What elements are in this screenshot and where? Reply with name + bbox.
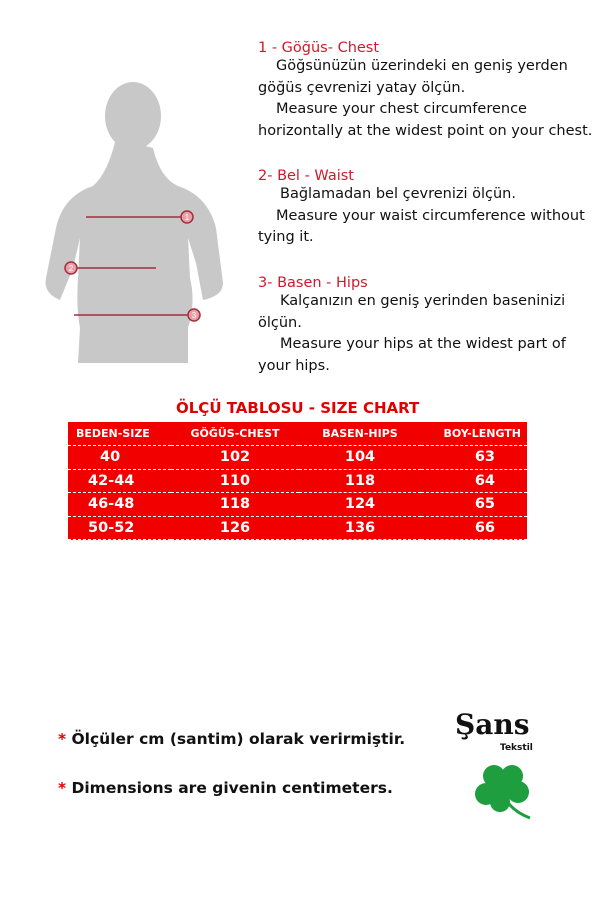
cell: 124 bbox=[299, 492, 421, 517]
section-title: 3- Basen - Hips bbox=[258, 275, 368, 291]
cell: 102 bbox=[171, 445, 299, 470]
cell: 110 bbox=[171, 469, 299, 493]
section-title: 1 - Göğüs- Chest bbox=[258, 40, 380, 56]
cell: 63 bbox=[421, 445, 527, 470]
header-length: BOY-LENGTH bbox=[421, 422, 527, 446]
table-row: 42-44 110 118 64 bbox=[68, 469, 527, 493]
clover-icon bbox=[475, 765, 531, 820]
section-hips: 3- Basen - Hips Kalçanızın en geniş yeri… bbox=[258, 275, 566, 377]
text-line: ölçün. bbox=[258, 314, 302, 331]
header-hips: BASEN-HIPS bbox=[299, 422, 421, 446]
cell: 66 bbox=[421, 516, 527, 540]
text-line: your hips. bbox=[258, 357, 330, 374]
cell: 64 bbox=[421, 469, 527, 493]
note-units-tr: * Ölçüler cm (santim) olarak verirmiştir… bbox=[58, 730, 405, 748]
size-chart-title: ÖLÇÜ TABLOSU - SIZE CHART bbox=[176, 399, 420, 417]
cell: 136 bbox=[299, 516, 421, 540]
header-chest: GÖĞÜS-CHEST bbox=[171, 422, 299, 446]
table-header-row: BEDEN-SIZE GÖĞÜS-CHEST BASEN-HIPS BOY-LE… bbox=[68, 422, 527, 446]
cell: 118 bbox=[171, 492, 299, 517]
logo-name: Şans bbox=[455, 708, 530, 741]
cell: 104 bbox=[299, 445, 421, 470]
text-line: Measure your chest circumference bbox=[276, 101, 527, 117]
note-text: Dimensions are givenin centimeters. bbox=[66, 779, 393, 797]
text-line: Göğsünüzün üzerindeki en geniş yerden bbox=[276, 58, 568, 74]
section-chest: 1 - Göğüs- Chest Göğsünüzün üzerindeki e… bbox=[258, 40, 592, 142]
text-line: göğüs çevrenizi yatay ölçün. bbox=[258, 79, 466, 96]
marker-2 bbox=[64, 261, 78, 275]
marker-label: 3 bbox=[192, 311, 197, 320]
logo-subtitle: Tekstil bbox=[500, 743, 533, 753]
section-waist: 2- Bel - Waist Bağlamadan bel çevrenizi … bbox=[258, 168, 585, 249]
cell: 118 bbox=[299, 469, 421, 493]
marker-label: 2 bbox=[69, 264, 74, 273]
text-line: Bağlamadan bel çevrenizi ölçün. bbox=[280, 186, 516, 202]
note-units-en: * Dimensions are givenin centimeters. bbox=[58, 779, 393, 797]
text-line: Measure your waist circumference without bbox=[276, 207, 585, 224]
text-line: tying it. bbox=[258, 229, 314, 245]
cell: 40 bbox=[68, 445, 171, 470]
marker-1 bbox=[180, 210, 194, 224]
bullet-star: * bbox=[58, 779, 67, 797]
text-line: horizontally at the widest point on your… bbox=[258, 122, 593, 139]
body-silhouette-figure: 1 2 3 bbox=[45, 82, 223, 363]
size-chart-table: BEDEN-SIZE GÖĞÜS-CHEST BASEN-HIPS BOY-LE… bbox=[68, 422, 527, 540]
cell: 126 bbox=[171, 516, 299, 540]
text-line: Kalçanızın en geniş yerinden baseninizi bbox=[280, 293, 566, 309]
cell: 42-44 bbox=[68, 469, 171, 493]
cell: 65 bbox=[421, 492, 527, 517]
note-text: Ölçüler cm (santim) olarak verirmiştir. bbox=[66, 730, 406, 748]
cell: 46-48 bbox=[68, 492, 171, 517]
marker-label: 1 bbox=[185, 213, 190, 222]
bullet-star: * bbox=[58, 730, 67, 748]
table-row: 50-52 126 136 66 bbox=[68, 516, 527, 540]
marker-3 bbox=[187, 308, 201, 322]
header-size: BEDEN-SIZE bbox=[68, 422, 171, 446]
section-title: 2- Bel - Waist bbox=[258, 168, 354, 184]
text-line: Measure your hips at the widest part of bbox=[280, 336, 566, 352]
table-row: 40 102 104 63 bbox=[68, 445, 527, 470]
table-row: 46-48 118 124 65 bbox=[68, 492, 527, 517]
cell: 50-52 bbox=[68, 516, 171, 540]
